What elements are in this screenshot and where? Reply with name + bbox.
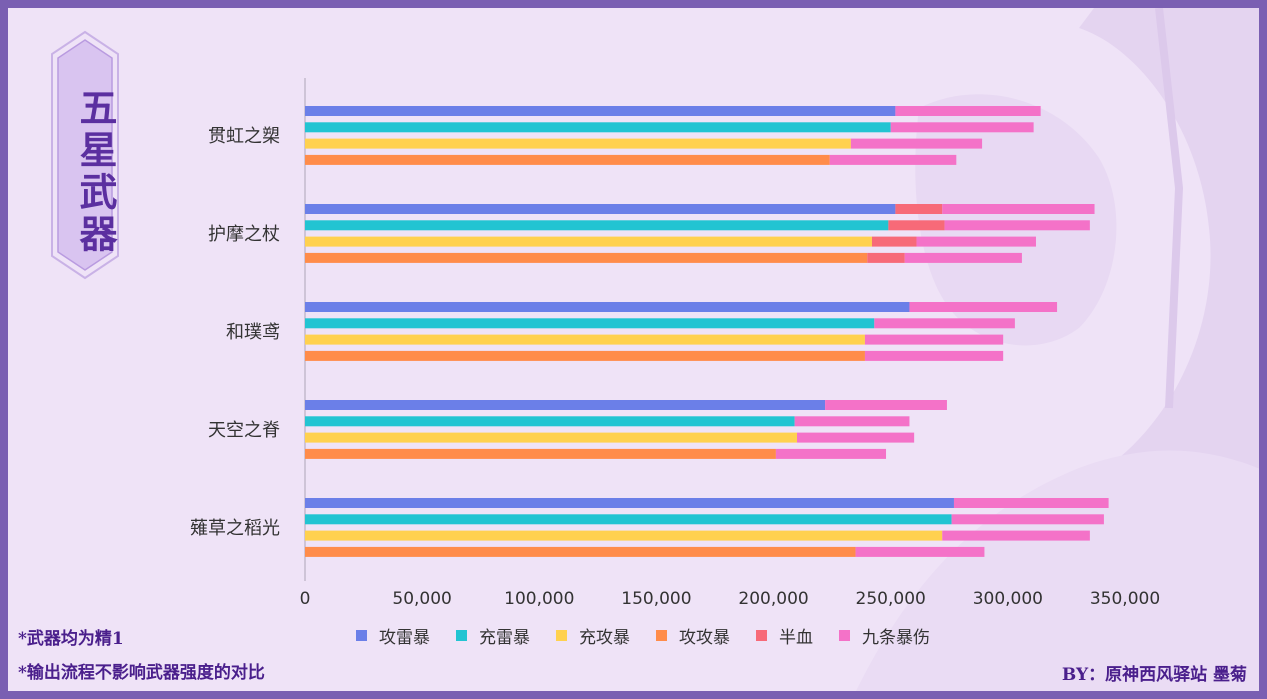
legend-label: 攻攻暴 bbox=[679, 628, 730, 648]
bar-攻雷暴-九条暴伤 bbox=[825, 400, 947, 410]
legend-item[interactable]: 充攻暴 bbox=[556, 623, 630, 648]
bar-攻雷暴-九条暴伤 bbox=[953, 498, 1109, 508]
bar-充雷暴-base bbox=[305, 220, 889, 231]
bar-充雷暴-九条暴伤 bbox=[944, 220, 1090, 231]
credit-text: BY：原神西风驿站 墨菊 bbox=[1061, 665, 1247, 685]
legend-item[interactable]: 九条暴伤 bbox=[839, 623, 930, 648]
category-label: 天空之脊 bbox=[208, 420, 280, 441]
bar-充雷暴-base bbox=[305, 318, 875, 329]
chart-legend: 攻雷暴 充雷暴 充攻暴 攻攻暴 半血 九条暴伤 bbox=[356, 623, 956, 648]
chart-frame: 五星武器 0 50,000 100,000 150,000 200,000 250,000… bbox=[8, 8, 1259, 691]
legend-swatch bbox=[756, 630, 767, 641]
bar-攻雷暴-九条暴伤 bbox=[895, 106, 1041, 116]
note-refinement: *武器均为精1 bbox=[18, 629, 124, 649]
bar-充攻暴-base bbox=[305, 334, 865, 345]
bar-攻雷暴-半血 bbox=[895, 204, 943, 214]
bar-chart: 0 50,000 100,000 150,000 200,000 250,000 300,0… bbox=[190, 78, 1160, 609]
category-label: 贯虹之槊 bbox=[208, 126, 280, 147]
legend-swatch bbox=[839, 630, 850, 641]
note-rotation: *输出流程不影响武器强度的对比 bbox=[18, 663, 265, 683]
legend-label: 充攻暴 bbox=[579, 628, 630, 648]
bar-攻攻暴-九条暴伤 bbox=[855, 546, 985, 557]
legend-swatch bbox=[456, 630, 467, 641]
legend-swatch bbox=[656, 630, 667, 641]
bar-攻攻暴-半血 bbox=[867, 252, 905, 263]
category-label: 薙草之稻光 bbox=[190, 518, 280, 539]
bar-充雷暴-九条暴伤 bbox=[951, 514, 1104, 525]
x-tick-label: 100,000 bbox=[504, 589, 574, 609]
legend-label: 半血 bbox=[779, 628, 813, 648]
bar-攻雷暴-base bbox=[305, 498, 954, 508]
bar-充雷暴-base bbox=[305, 514, 952, 525]
bar-充雷暴-半血 bbox=[888, 220, 945, 231]
x-tick-label: 150,000 bbox=[621, 589, 691, 609]
x-tick-label: 0 bbox=[300, 589, 311, 609]
bar-充攻暴-base bbox=[305, 236, 872, 247]
bar-攻攻暴-base bbox=[305, 154, 830, 165]
bar-攻攻暴-base bbox=[305, 546, 856, 557]
bar-攻雷暴-base bbox=[305, 106, 896, 116]
bar-充雷暴-九条暴伤 bbox=[874, 318, 1015, 329]
bar-充攻暴-九条暴伤 bbox=[797, 432, 915, 443]
bar-充雷暴-base bbox=[305, 122, 891, 133]
bar-攻攻暴-九条暴伤 bbox=[775, 448, 887, 459]
title-badge: 五星武器 bbox=[50, 30, 120, 280]
bar-充攻暴-半血 bbox=[871, 236, 917, 247]
bar-攻攻暴-九条暴伤 bbox=[904, 252, 1022, 263]
bar-攻攻暴-九条暴伤 bbox=[864, 350, 1004, 361]
bar-充攻暴-九条暴伤 bbox=[942, 530, 1090, 541]
legend-item[interactable]: 攻攻暴 bbox=[656, 623, 730, 648]
bar-攻攻暴-base bbox=[305, 350, 865, 361]
bar-充攻暴-九条暴伤 bbox=[916, 236, 1036, 247]
title-badge-frame bbox=[51, 30, 119, 280]
legend-label: 充雷暴 bbox=[479, 628, 530, 648]
legend-item[interactable]: 充雷暴 bbox=[456, 623, 530, 648]
legend-label: 九条暴伤 bbox=[862, 628, 930, 648]
legend-item[interactable]: 半血 bbox=[756, 623, 813, 648]
bar-攻雷暴-九条暴伤 bbox=[942, 204, 1095, 214]
bar-充攻暴-base bbox=[305, 138, 851, 149]
bar-攻攻暴-base bbox=[305, 252, 868, 263]
x-tick-label: 200,000 bbox=[738, 589, 808, 609]
page-title: 五星武器 bbox=[73, 88, 118, 256]
bar-充攻暴-九条暴伤 bbox=[850, 138, 983, 149]
bar-攻攻暴-九条暴伤 bbox=[829, 154, 957, 165]
bar-攻雷暴-base bbox=[305, 400, 826, 410]
bar-充攻暴-base bbox=[305, 432, 797, 443]
x-tick-label: 250,000 bbox=[856, 589, 926, 609]
bar-攻雷暴-base bbox=[305, 302, 910, 312]
legend-item[interactable]: 攻雷暴 bbox=[356, 623, 430, 648]
category-label: 护摩之杖 bbox=[208, 224, 280, 245]
bar-攻雷暴-九条暴伤 bbox=[909, 302, 1058, 312]
category-label: 和璞鸢 bbox=[226, 322, 280, 343]
x-tick-label: 300,000 bbox=[973, 589, 1043, 609]
bar-充攻暴-base bbox=[305, 530, 943, 541]
x-tick-label: 50,000 bbox=[392, 589, 451, 609]
x-tick-label: 350,000 bbox=[1090, 589, 1160, 609]
bar-攻雷暴-base bbox=[305, 204, 896, 214]
legend-swatch bbox=[356, 630, 367, 641]
bar-充攻暴-九条暴伤 bbox=[864, 334, 1004, 345]
legend-label: 攻雷暴 bbox=[379, 628, 430, 648]
bar-攻攻暴-base bbox=[305, 448, 776, 459]
legend-swatch bbox=[556, 630, 567, 641]
bar-充雷暴-九条暴伤 bbox=[890, 122, 1034, 133]
bar-充雷暴-九条暴伤 bbox=[794, 416, 910, 427]
bar-充雷暴-base bbox=[305, 416, 795, 427]
